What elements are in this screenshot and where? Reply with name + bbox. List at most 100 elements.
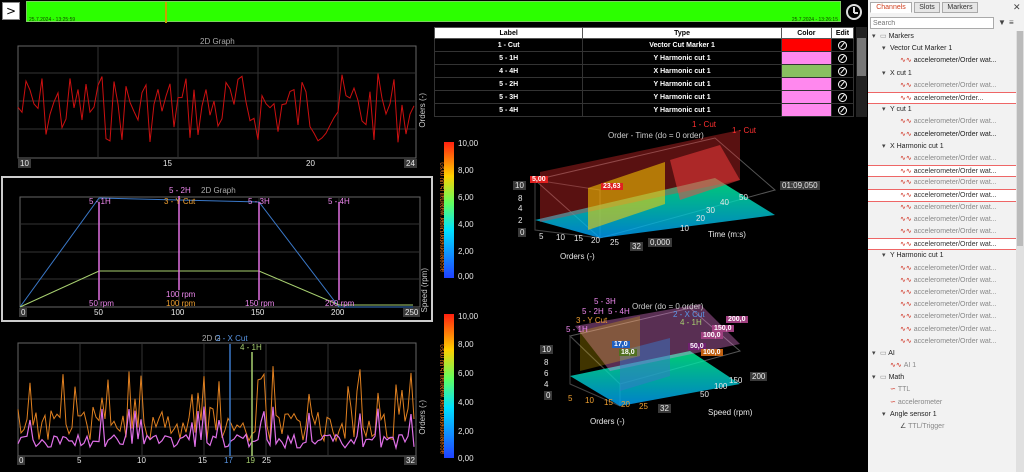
expand-triangle-icon[interactable]: ▾ [882,45,886,53]
tree-item[interactable]: ▾ ▭ Markers [868,31,1016,43]
row-color-swatch[interactable] [780,77,832,91]
ztick: 200 [750,372,768,381]
tree-item[interactable]: ∽ TTL [868,384,1016,396]
marker-label: 4 - 1H [680,318,702,327]
cursor-label: 2 - X Cut [216,334,248,343]
col-edit[interactable]: Edit [830,27,855,39]
waveform-icon: ∿∿ [900,215,912,223]
close-icon[interactable]: ✕ [1013,2,1021,12]
row-color-swatch[interactable] [780,51,832,65]
math-icon: ∽ [890,398,896,406]
col-color[interactable]: Color [780,27,832,39]
tree-item[interactable]: ∿∿ accelerometer/Order wat... [868,177,1016,189]
row-type: Y Harmonic cut 1 [582,90,782,104]
timeline-track[interactable]: 25.7.2024 - 13:25:59 25.7.2024 - 13:26:1… [26,1,841,23]
tree-item[interactable]: ∿∿ accelerometer/Order wat... [868,153,1016,165]
edit-icon[interactable] [837,92,847,102]
tab-markers[interactable]: Markers [942,2,978,13]
edit-icon[interactable] [837,105,847,115]
tree-item[interactable]: ∿∿ accelerometer/Order wat... [868,165,1016,178]
row-color-swatch[interactable] [780,103,832,117]
row-color-swatch[interactable] [780,64,832,78]
table-row[interactable]: 4 - 4H X Harmonic cut 1 [433,64,855,78]
expand-triangle-icon[interactable]: ▾ [872,33,876,40]
tree-item[interactable]: ∿∿ AI 1 [868,360,1016,372]
clock-icon[interactable] [846,4,862,20]
tree-item[interactable]: ∿∿ accelerometer/Order wat... [868,116,1016,128]
col-label[interactable]: Label [433,27,584,39]
plot3d-2[interactable]: 10,00 8,00 6,00 4,00 2,00 0,00 accelerom… [440,296,860,472]
expand-triangle-icon[interactable]: ▾ [872,349,876,357]
tree-item[interactable]: ∿∿ accelerometer/Order wat... [868,275,1016,287]
col-type[interactable]: Type [582,27,782,39]
plot3d-1[interactable]: 10,00 8,00 6,00 4,00 2,00 0,00 accelerom… [440,120,860,281]
menu-icon[interactable]: ≡ [1009,18,1014,27]
edit-icon[interactable] [837,53,847,63]
tree-item[interactable]: ▾ X cut 1 [868,68,1016,80]
tree-item[interactable]: ∿∿ accelerometer/Order wat... [868,214,1016,226]
tree-item[interactable]: ∠ TTL/Trigger [868,421,1016,433]
graph-1[interactable]: 2D Graph 10 15 20 24 Orders (-) [0,33,432,171]
tree-item[interactable]: ▾ ▭ AI [868,348,1016,360]
graph-3[interactable]: 2D G 2 - X Cut 4 - 1H 0 5 10 15 17 19 25… [0,330,432,472]
tree-item[interactable]: ∿∿ accelerometer/Order wat... [868,336,1016,348]
edit-icon[interactable] [837,79,847,89]
tree-item[interactable]: ∿∿ accelerometer/Order wat... [868,129,1016,141]
ztick: 50 [739,193,748,202]
table-row[interactable]: 5 - 4H Y Harmonic cut 1 [433,103,855,117]
filter-icon[interactable]: ▼ [998,18,1006,27]
tab-channels[interactable]: Channels [870,2,912,13]
panel-scrollbar[interactable] [1016,31,1024,472]
row-edit[interactable] [830,38,855,52]
timeline-cursor[interactable] [165,2,167,23]
expand-triangle-icon[interactable]: ▾ [872,374,876,382]
row-color-swatch[interactable] [780,90,832,104]
edit-icon[interactable] [837,40,847,50]
expand-triangle-icon[interactable]: ▾ [882,142,886,150]
tree-item-label: Markers [888,33,914,40]
expand-triangle-icon[interactable]: ▾ [882,252,886,260]
tree-item[interactable]: ∿∿ accelerometer/Order wat... [868,55,1016,67]
tree-item[interactable]: ∿∿ accelerometer/Order wat... [868,311,1016,323]
expand-triangle-icon[interactable]: ▾ [882,106,886,114]
tab-slots[interactable]: Slots [914,2,940,13]
row-edit[interactable] [830,51,855,65]
plot3d-2-canvas [444,304,742,458]
table-scroll-thumb[interactable] [857,38,866,76]
expand-triangle-icon[interactable]: ▾ [882,69,886,77]
tree-item[interactable]: ∿∿ accelerometer/Order wat... [868,189,1016,202]
tree-item[interactable]: ▾ ▭ Math [868,372,1016,384]
panel-scroll-thumb[interactable] [1017,31,1023,246]
tree-item[interactable]: ∿∿ accelerometer/Order wat... [868,287,1016,299]
tree-item[interactable]: ∽ accelerometer [868,397,1016,409]
tree-item[interactable]: ∿∿ accelerometer/Order wat... [868,263,1016,275]
graph-2[interactable]: 2D Graph 5 - 1H 5 - 2H 3 - Y Cut 5 - 3H … [1,176,433,322]
tree-item[interactable]: ▾ X Harmonic cut 1 [868,141,1016,153]
row-edit[interactable] [830,77,855,91]
tree-item[interactable]: ▾ Y Harmonic cut 1 [868,250,1016,262]
row-edit[interactable] [830,64,855,78]
table-row[interactable]: 5 - 3H Y Harmonic cut 1 [433,90,855,104]
row-edit[interactable] [830,103,855,117]
tree-item[interactable]: ∿∿ accelerometer/Order wat... [868,202,1016,214]
expand-button[interactable]: > [2,2,20,20]
row-color-swatch[interactable] [780,38,832,52]
tree-item[interactable]: ∿∿ accelerometer/Order wat... [868,238,1016,251]
tree-item[interactable]: ∿∿ accelerometer/Order... [868,91,1016,105]
table-row[interactable]: 5 - 1H Y Harmonic cut 1 [433,51,855,65]
tree-item[interactable]: ▾ Y cut 1 [868,104,1016,116]
row-edit[interactable] [830,90,855,104]
edit-icon[interactable] [837,66,847,76]
tree-item[interactable]: ▾ Vector Cut Marker 1 [868,43,1016,55]
expand-triangle-icon[interactable]: ▾ [882,410,886,418]
table-row[interactable]: 1 - Cut Vector Cut Marker 1 [433,38,855,52]
tree-item[interactable]: ∿∿ accelerometer/Order wat... [868,80,1016,92]
colorbar-label: accelerometer/Order waterfall (5.00 m/s²… [440,162,446,272]
tree-item[interactable]: ∿∿ accelerometer/Order wat... [868,324,1016,336]
tree-item[interactable]: ∿∿ accelerometer/Order wat... [868,299,1016,311]
search-input[interactable] [870,17,994,29]
tree-item[interactable]: ∿∿ accelerometer/Order wat... [868,226,1016,238]
table-row[interactable]: 5 - 2H Y Harmonic cut 1 [433,77,855,91]
waveform-icon: ∿∿ [900,288,912,296]
tree-item[interactable]: ▾ Angle sensor 1 [868,409,1016,421]
